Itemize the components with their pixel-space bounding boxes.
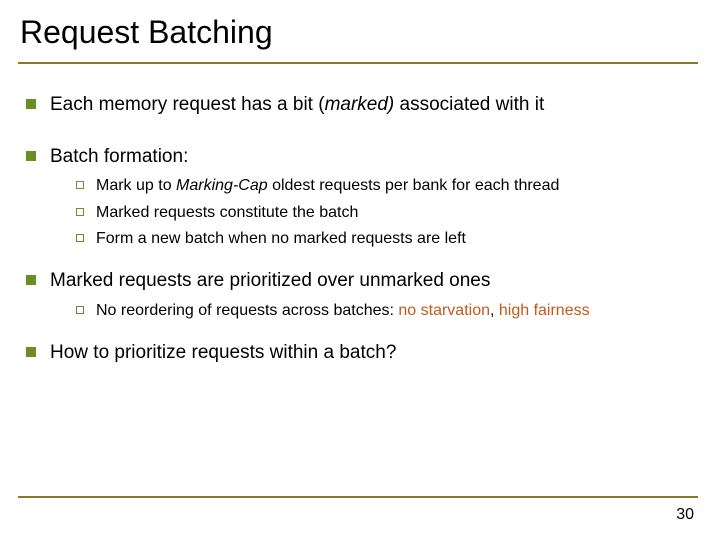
bullet-text: Marked requests are prioritized over unm… <box>50 268 490 294</box>
square-outline-bullet-icon <box>76 234 84 242</box>
slide: Request Batching Each memory request has… <box>0 0 720 540</box>
text-fragment: Each memory request has a bit ( <box>50 94 325 115</box>
text-emphasis: marked) <box>325 94 395 115</box>
sub-bullet-item: Form a new batch when no marked requests… <box>74 228 698 250</box>
square-outline-bullet-icon <box>76 181 84 189</box>
slide-title: Request Batching <box>20 14 273 51</box>
sub-bullet-item: Marked requests constitute the batch <box>74 202 698 224</box>
text-emphasis: Marking-Cap <box>176 177 268 194</box>
sub-list: Mark up to Marking-Cap oldest requests p… <box>74 175 698 250</box>
bullet-item: Marked requests are prioritized over unm… <box>20 268 698 294</box>
text-fragment: No reordering of requests across batches… <box>96 302 398 319</box>
text-fragment: Mark up to <box>96 177 176 194</box>
bullet-item: Batch formation: <box>20 144 698 170</box>
title-rule <box>18 62 698 64</box>
sub-bullet-text: Mark up to Marking-Cap oldest requests p… <box>96 175 559 197</box>
square-bullet-icon <box>26 347 36 357</box>
bullet-text: Batch formation: <box>50 144 188 170</box>
text-fragment: oldest requests per bank for each thread <box>268 177 560 194</box>
text-highlight: high fairness <box>499 302 590 319</box>
slide-body: Each memory request has a bit (marked) a… <box>20 92 698 384</box>
square-bullet-icon <box>26 275 36 285</box>
square-bullet-icon <box>26 151 36 161</box>
bullet-item: How to prioritize requests within a batc… <box>20 340 698 366</box>
text-fragment: associated with it <box>394 94 544 115</box>
sub-bullet-text: Form a new batch when no marked requests… <box>96 228 466 250</box>
sub-bullet-text: Marked requests constitute the batch <box>96 202 358 224</box>
text-highlight: no starvation <box>398 302 490 319</box>
sub-bullet-item: Mark up to Marking-Cap oldest requests p… <box>74 175 698 197</box>
square-outline-bullet-icon <box>76 208 84 216</box>
sub-bullet-item: No reordering of requests across batches… <box>74 300 698 322</box>
bullet-item: Each memory request has a bit (marked) a… <box>20 92 698 118</box>
page-number: 30 <box>676 506 694 524</box>
bullet-text: Each memory request has a bit (marked) a… <box>50 92 544 118</box>
sub-list: No reordering of requests across batches… <box>74 300 698 322</box>
bottom-rule <box>18 496 698 498</box>
bullet-text: How to prioritize requests within a batc… <box>50 340 396 366</box>
square-bullet-icon <box>26 99 36 109</box>
text-fragment: , <box>490 302 499 319</box>
sub-bullet-text: No reordering of requests across batches… <box>96 300 590 322</box>
square-outline-bullet-icon <box>76 306 84 314</box>
